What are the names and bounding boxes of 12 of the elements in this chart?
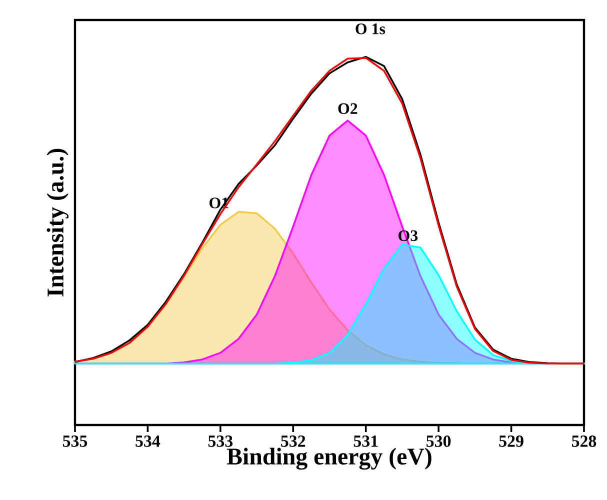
series-label: O2 — [338, 103, 358, 114]
x-tick-label: 533 — [208, 435, 233, 447]
x-tick-label: 532 — [281, 435, 306, 447]
x-axis-title: Binding energy (eV) — [226, 448, 432, 470]
x-tick-label: 535 — [62, 435, 88, 447]
x-tick-label: 529 — [499, 435, 524, 447]
x-tick-label: 534 — [136, 435, 160, 447]
y-axis-title: Intensity (a.u.) — [46, 148, 68, 296]
x-tick-label: 531 — [354, 435, 378, 447]
x-tick-label: 528 — [572, 435, 596, 447]
text: O 1s — [356, 24, 386, 34]
x-tick-label: 530 — [426, 435, 451, 447]
